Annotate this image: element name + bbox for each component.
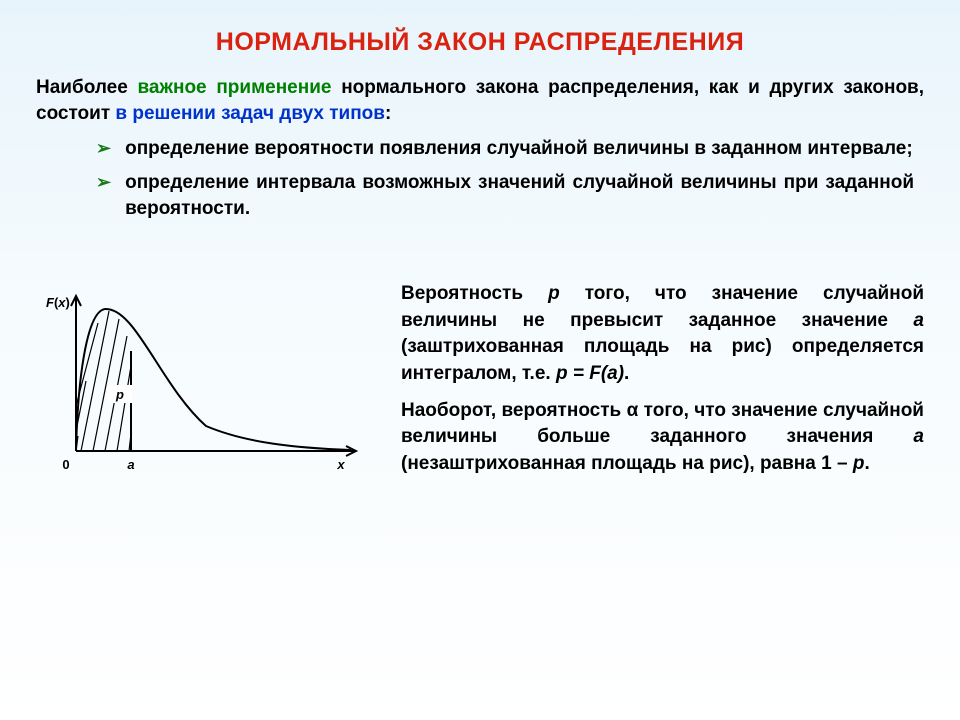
- list-item: ➢ определение интервала возможных значен…: [96, 170, 914, 221]
- intro-blue: в решении задач двух типов: [115, 103, 385, 124]
- desc-em: p: [853, 453, 865, 474]
- desc-text: Наоборот, вероятность α того, что значен…: [401, 400, 924, 448]
- desc-em: a: [913, 426, 924, 447]
- desc-text: (заштрихованная площадь на рис) определя…: [401, 336, 924, 384]
- intro-green: важное применение: [138, 77, 332, 98]
- intro-paragraph: Наиболее важное применение нормального з…: [36, 75, 924, 126]
- desc-em: a: [913, 310, 924, 331]
- description-column: Вероятность p того, что значение случайн…: [401, 281, 924, 491]
- distribution-chart: p F(x) 0 a x: [36, 291, 371, 491]
- triangle-icon: ➢: [96, 170, 111, 194]
- desc-paragraph-1: Вероятность p того, что значение случайн…: [401, 281, 924, 387]
- desc-text: .: [864, 453, 869, 474]
- desc-em: p = F(a): [556, 363, 624, 384]
- desc-text: .: [624, 363, 629, 384]
- x-axis-label: x: [336, 457, 345, 472]
- triangle-icon: ➢: [96, 136, 111, 160]
- bullet-list: ➢ определение вероятности появления случ…: [96, 136, 914, 221]
- y-axis-label: F(x): [46, 295, 70, 310]
- p-label: p: [115, 387, 124, 402]
- list-item: ➢ определение вероятности появления случ…: [96, 136, 914, 162]
- chart-container: p F(x) 0 a x: [36, 281, 371, 491]
- a-label: a: [127, 457, 134, 472]
- bullet-text: определение вероятности появления случай…: [125, 136, 914, 162]
- intro-text-1: Наиболее: [36, 77, 138, 98]
- origin-label: 0: [62, 457, 69, 472]
- desc-em: p: [548, 283, 560, 304]
- intro-text-3: :: [385, 103, 391, 124]
- desc-text: (незаштрихованная площадь на рис), равна…: [401, 453, 853, 474]
- page-title: НОРМАЛЬНЫЙ ЗАКОН РАСПРЕДЕЛЕНИЯ: [36, 28, 924, 57]
- desc-text: Вероятность: [401, 283, 548, 304]
- bullet-text: определение интервала возможных значений…: [125, 170, 914, 221]
- desc-paragraph-2: Наоборот, вероятность α того, что значен…: [401, 398, 924, 478]
- lower-section: p F(x) 0 a x Вероятность p того, что зна…: [36, 281, 924, 491]
